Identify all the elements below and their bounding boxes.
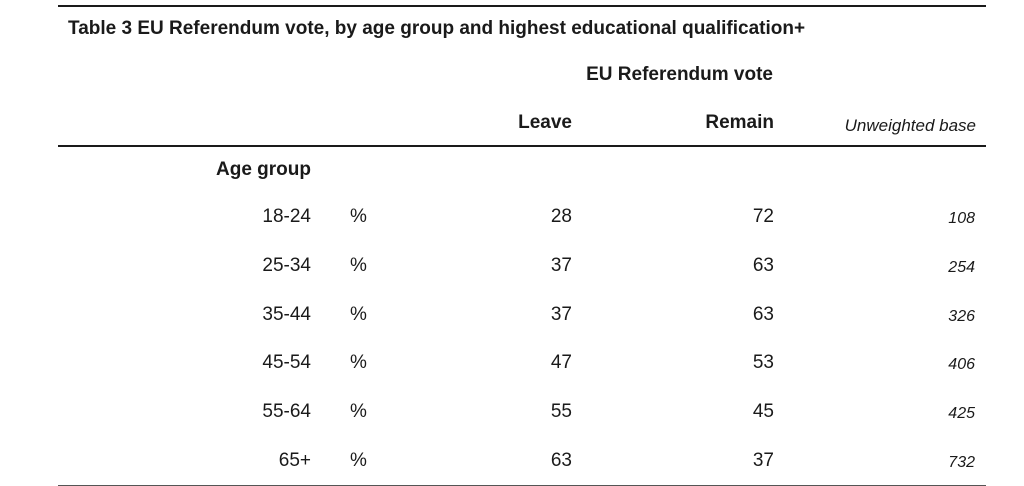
remain-cell: 45 — [752, 401, 774, 422]
table-row: 45-54 % 47 53 406 — [0, 352, 1024, 382]
base-cell: 732 — [948, 454, 975, 471]
super-header-eu-referendum-vote: EU Referendum vote — [586, 64, 773, 85]
table-row: 65+ % 63 37 732 — [0, 450, 1024, 480]
column-header-unweighted-base: Unweighted base — [844, 116, 976, 135]
age-cell: 25-34 — [262, 255, 311, 276]
leave-cell: 28 — [550, 206, 572, 227]
remain-cell: 72 — [752, 206, 774, 227]
unit-cell: % — [350, 304, 367, 325]
remain-cell: 53 — [752, 352, 774, 373]
remain-cell: 63 — [752, 255, 774, 276]
age-cell: 65+ — [278, 450, 311, 471]
top-rule — [58, 5, 986, 7]
table-row: 25-34 % 37 63 254 — [0, 255, 1024, 285]
unit-cell: % — [350, 450, 367, 471]
table-row: 35-44 % 37 63 326 — [0, 304, 1024, 334]
leave-cell: 55 — [550, 401, 572, 422]
base-cell: 406 — [948, 356, 975, 373]
unit-cell: % — [350, 255, 367, 276]
leave-cell: 63 — [550, 450, 572, 471]
age-cell: 35-44 — [262, 304, 311, 325]
unit-cell: % — [350, 206, 367, 227]
header-rule — [58, 145, 986, 147]
age-cell: 55-64 — [262, 401, 311, 422]
table-row: 55-64 % 55 45 425 — [0, 401, 1024, 431]
table-row: 18-24 % 28 72 108 — [0, 206, 1024, 236]
base-cell: 425 — [948, 405, 975, 422]
leave-cell: 37 — [550, 255, 572, 276]
age-cell: 45-54 — [262, 352, 311, 373]
remain-cell: 63 — [752, 304, 774, 325]
table-title: Table 3 EU Referendum vote, by age group… — [68, 18, 806, 39]
age-cell: 18-24 — [262, 206, 311, 227]
remain-cell: 37 — [752, 450, 774, 471]
column-header-remain: Remain — [705, 112, 774, 133]
base-cell: 326 — [948, 308, 975, 325]
leave-cell: 37 — [550, 304, 572, 325]
section-label-age-group: Age group — [216, 159, 311, 180]
unit-cell: % — [350, 352, 367, 373]
unit-cell: % — [350, 401, 367, 422]
base-cell: 254 — [948, 259, 975, 276]
base-cell: 108 — [948, 210, 975, 227]
leave-cell: 47 — [550, 352, 572, 373]
column-header-leave: Leave — [518, 112, 572, 133]
